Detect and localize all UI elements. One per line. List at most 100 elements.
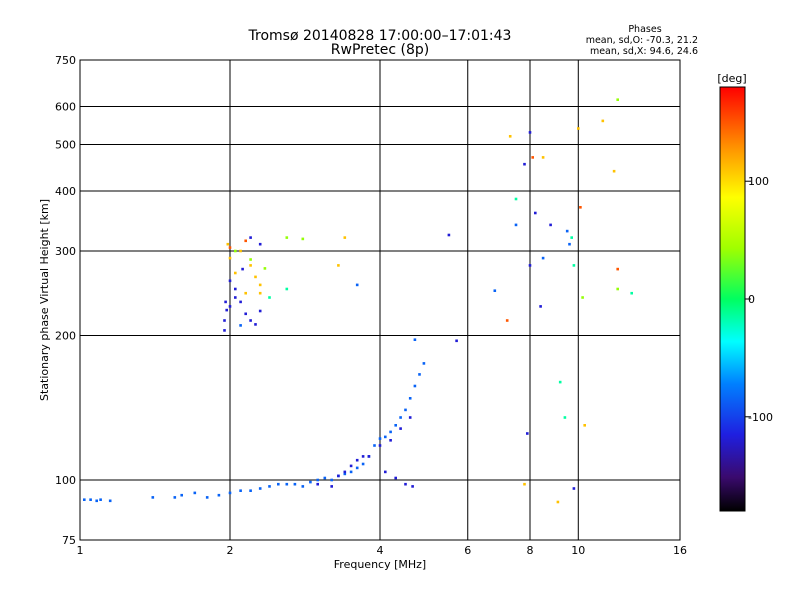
data-point bbox=[285, 482, 289, 486]
data-point bbox=[217, 493, 221, 497]
data-point bbox=[411, 485, 414, 488]
data-point bbox=[337, 264, 340, 267]
data-point bbox=[108, 499, 112, 503]
data-point bbox=[330, 478, 333, 482]
data-point bbox=[249, 319, 252, 322]
x-tick-label: 16 bbox=[673, 544, 687, 557]
data-point bbox=[355, 466, 359, 470]
data-point bbox=[514, 223, 518, 227]
data-point bbox=[404, 482, 407, 486]
data-point bbox=[418, 373, 421, 376]
data-point bbox=[367, 455, 371, 458]
data-point bbox=[523, 162, 526, 166]
data-point bbox=[355, 458, 359, 462]
x-tick-label: 1 bbox=[77, 544, 84, 557]
colorbar-ticks: 100 0 -100 bbox=[745, 175, 773, 424]
data-point bbox=[616, 98, 619, 101]
data-point bbox=[413, 384, 417, 388]
data-point bbox=[173, 496, 177, 499]
y-tick-label: 300 bbox=[55, 245, 76, 258]
y-tick-label: 500 bbox=[55, 139, 76, 152]
y-tick-label: 75 bbox=[62, 534, 76, 547]
data-point bbox=[541, 156, 545, 159]
data-point bbox=[389, 430, 392, 434]
data-point bbox=[228, 246, 232, 249]
data-point bbox=[228, 491, 232, 495]
data-point bbox=[630, 291, 633, 295]
data-point bbox=[601, 119, 605, 123]
data-point bbox=[234, 249, 237, 253]
data-point bbox=[268, 485, 271, 488]
data-point bbox=[258, 487, 262, 490]
data-point bbox=[263, 267, 267, 270]
data-point bbox=[323, 476, 327, 480]
data-point bbox=[355, 283, 359, 287]
data-point bbox=[239, 249, 242, 253]
data-points bbox=[83, 98, 633, 504]
data-point bbox=[413, 338, 417, 341]
data-point bbox=[558, 380, 562, 384]
data-point bbox=[277, 482, 280, 486]
x-axis-label: Frequency [MHz] bbox=[334, 558, 426, 571]
data-point bbox=[539, 305, 542, 308]
data-point bbox=[239, 300, 242, 304]
data-point bbox=[258, 242, 262, 246]
data-point bbox=[223, 329, 226, 332]
data-point bbox=[394, 476, 397, 480]
data-point bbox=[541, 256, 545, 260]
data-point bbox=[343, 236, 347, 239]
data-point bbox=[616, 267, 619, 271]
data-point bbox=[228, 279, 232, 283]
data-point bbox=[408, 397, 412, 400]
data-point bbox=[361, 462, 365, 466]
data-point bbox=[244, 312, 247, 316]
data-point bbox=[234, 271, 237, 275]
grid-lines bbox=[80, 60, 680, 540]
data-point bbox=[399, 427, 402, 430]
y-tick-label: 200 bbox=[55, 330, 76, 343]
data-point bbox=[234, 287, 237, 291]
data-point bbox=[95, 499, 98, 503]
data-point bbox=[565, 229, 569, 233]
phase-info-title: Phases bbox=[628, 24, 661, 35]
data-point bbox=[508, 135, 512, 138]
data-point bbox=[361, 455, 365, 458]
x-tick-labels: 1 2 4 6 8 10 16 bbox=[77, 544, 688, 557]
data-point bbox=[226, 242, 230, 246]
chart-subtitle: RwPretec (8p) bbox=[331, 42, 429, 58]
data-point bbox=[570, 236, 573, 239]
data-point bbox=[258, 309, 262, 313]
data-point bbox=[254, 323, 257, 326]
colorbar-tick-label: 100 bbox=[748, 175, 769, 188]
data-point bbox=[225, 308, 228, 312]
data-point bbox=[373, 444, 376, 447]
y-tick-labels: 75 100 200 300 400 500 600 750 bbox=[55, 54, 76, 547]
data-point bbox=[249, 258, 252, 261]
data-point bbox=[258, 291, 262, 295]
chart-title: Tromsø 20140828 17:00:00–17:01:43 bbox=[248, 28, 512, 44]
data-point bbox=[531, 156, 534, 159]
phase-info-x: mean, sd,X: 94.6, 24.6 bbox=[590, 46, 698, 57]
data-point bbox=[223, 319, 226, 322]
colorbar-tick-label: 0 bbox=[748, 293, 755, 306]
data-point bbox=[523, 482, 526, 486]
data-point bbox=[309, 480, 312, 484]
data-point bbox=[293, 482, 297, 486]
y-tick-label: 750 bbox=[55, 54, 76, 67]
data-point bbox=[577, 127, 580, 130]
data-point bbox=[526, 432, 529, 435]
data-point bbox=[258, 283, 262, 287]
data-point bbox=[249, 264, 252, 267]
data-point bbox=[249, 236, 252, 239]
x-tick-label: 8 bbox=[527, 544, 534, 557]
y-tick-label: 600 bbox=[55, 101, 76, 114]
data-point bbox=[384, 435, 387, 439]
data-point bbox=[180, 493, 183, 497]
data-point bbox=[285, 236, 289, 239]
data-point bbox=[193, 491, 197, 495]
data-point bbox=[528, 264, 532, 267]
data-point bbox=[447, 233, 451, 237]
data-point bbox=[244, 239, 247, 243]
data-point bbox=[316, 478, 319, 482]
